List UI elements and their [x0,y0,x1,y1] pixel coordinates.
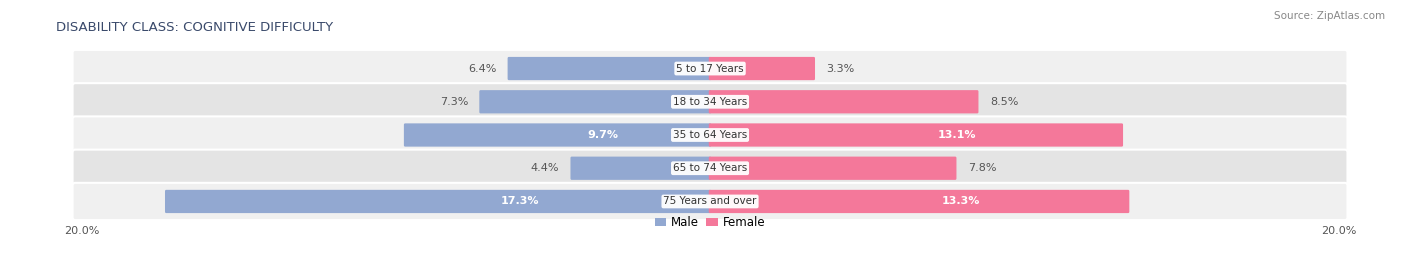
FancyBboxPatch shape [709,123,1123,147]
FancyBboxPatch shape [479,90,711,113]
FancyBboxPatch shape [73,50,1347,87]
Text: 7.3%: 7.3% [440,97,468,107]
Text: 5 to 17 Years: 5 to 17 Years [676,63,744,73]
Text: 6.4%: 6.4% [468,63,496,73]
FancyBboxPatch shape [571,157,711,180]
FancyBboxPatch shape [404,123,711,147]
FancyBboxPatch shape [709,190,1129,213]
Text: 13.3%: 13.3% [942,197,980,207]
Text: 3.3%: 3.3% [827,63,855,73]
FancyBboxPatch shape [709,157,956,180]
FancyBboxPatch shape [508,57,711,80]
Text: Source: ZipAtlas.com: Source: ZipAtlas.com [1274,11,1385,21]
Text: 18 to 34 Years: 18 to 34 Years [673,97,747,107]
Text: 65 to 74 Years: 65 to 74 Years [673,163,747,173]
FancyBboxPatch shape [165,190,711,213]
Text: 7.8%: 7.8% [967,163,997,173]
Text: 17.3%: 17.3% [501,197,538,207]
FancyBboxPatch shape [73,83,1347,120]
FancyBboxPatch shape [73,150,1347,187]
Legend: Male, Female: Male, Female [655,216,765,229]
Text: 4.4%: 4.4% [530,163,560,173]
FancyBboxPatch shape [73,183,1347,220]
Text: DISABILITY CLASS: COGNITIVE DIFFICULTY: DISABILITY CLASS: COGNITIVE DIFFICULTY [56,21,333,34]
Text: 8.5%: 8.5% [990,97,1018,107]
FancyBboxPatch shape [709,90,979,113]
Text: 75 Years and over: 75 Years and over [664,197,756,207]
Text: 35 to 64 Years: 35 to 64 Years [673,130,747,140]
Text: 9.7%: 9.7% [588,130,619,140]
FancyBboxPatch shape [73,116,1347,154]
FancyBboxPatch shape [709,57,815,80]
Text: 13.1%: 13.1% [938,130,976,140]
